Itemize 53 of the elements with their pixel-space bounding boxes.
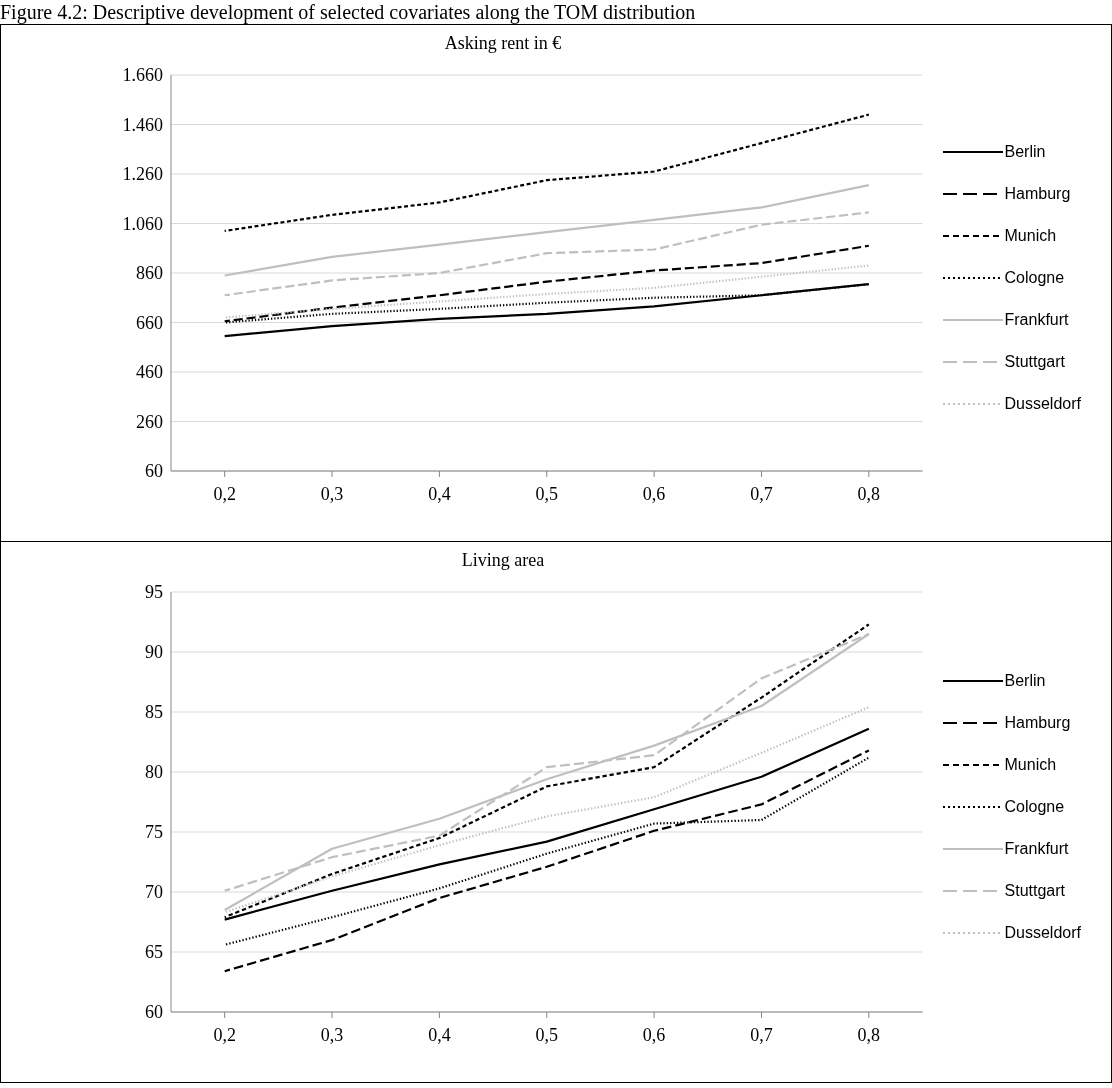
- y-tick-label: 1.060: [122, 213, 163, 234]
- y-tick-label: 70: [145, 882, 163, 903]
- y-tick-label: 90: [145, 642, 163, 663]
- x-tick-label: 0,8: [857, 1024, 881, 1045]
- x-tick-label: 0,7: [750, 1024, 773, 1045]
- y-tick-label: 1.460: [122, 114, 163, 135]
- y-tick-label: 85: [145, 702, 163, 723]
- y-tick-label: 660: [136, 312, 163, 333]
- x-tick-label: 0,7: [750, 483, 773, 504]
- y-tick-label: 95: [145, 582, 163, 603]
- x-tick-label: 0,2: [213, 1024, 236, 1045]
- legend-label: Cologne: [1004, 269, 1065, 287]
- y-tick-label: 75: [145, 822, 163, 843]
- legend-label: Frankfurt: [1004, 311, 1069, 329]
- y-tick-label: 60: [145, 1002, 163, 1023]
- legend-label: Munich: [1004, 756, 1057, 774]
- legend-label: Hamburg: [1004, 185, 1071, 203]
- y-tick-label: 1.260: [122, 164, 163, 185]
- legend-label: Dusseldorf: [1004, 395, 1081, 413]
- x-tick-label: 0,3: [320, 483, 344, 504]
- x-tick-label: 0,4: [428, 1024, 451, 1045]
- line-series: [223, 264, 870, 319]
- chart-title: Asking rent in €: [443, 33, 563, 54]
- x-tick-label: 0,3: [320, 1024, 344, 1045]
- legend-label: Stuttgart: [1004, 882, 1065, 900]
- legend-label: Hamburg: [1004, 714, 1071, 732]
- legend-label: Stuttgart: [1004, 353, 1065, 371]
- y-tick-label: 460: [136, 362, 163, 383]
- y-tick-label: 60: [145, 461, 163, 482]
- legend-label: Berlin: [1004, 143, 1046, 161]
- legend-label: Munich: [1004, 227, 1057, 245]
- line-series: [223, 113, 870, 233]
- y-tick-label: 860: [136, 263, 163, 284]
- y-tick-label: 260: [136, 411, 163, 432]
- legend-label: Berlin: [1004, 672, 1046, 690]
- x-tick-label: 0,5: [535, 483, 559, 504]
- x-tick-label: 0,2: [213, 483, 236, 504]
- x-tick-label: 0,6: [642, 1024, 666, 1045]
- x-tick-label: 0,5: [535, 1024, 559, 1045]
- legend-label: Cologne: [1004, 798, 1065, 816]
- caption: Figure 4.2: Descriptive development of selected covariates along the TOM distribution: [0, 0, 697, 24]
- chart-title: Living area: [460, 550, 546, 571]
- x-tick-label: 0,6: [642, 483, 666, 504]
- y-tick-label: 80: [145, 762, 163, 783]
- line-series: [223, 211, 870, 297]
- y-tick-label: 65: [145, 942, 163, 963]
- legend-label: Frankfurt: [1004, 840, 1069, 858]
- y-tick-label: 1.660: [122, 65, 163, 86]
- line-series: [223, 749, 870, 973]
- x-tick-label: 0,8: [857, 483, 881, 504]
- line-series: [223, 184, 870, 277]
- legend-label: Dusseldorf: [1004, 924, 1081, 942]
- x-tick-label: 0,4: [428, 483, 451, 504]
